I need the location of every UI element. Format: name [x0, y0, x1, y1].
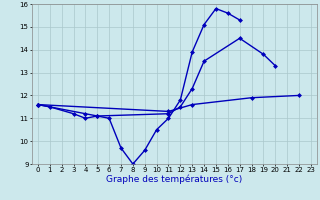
X-axis label: Graphe des températures (°c): Graphe des températures (°c) [106, 175, 243, 184]
